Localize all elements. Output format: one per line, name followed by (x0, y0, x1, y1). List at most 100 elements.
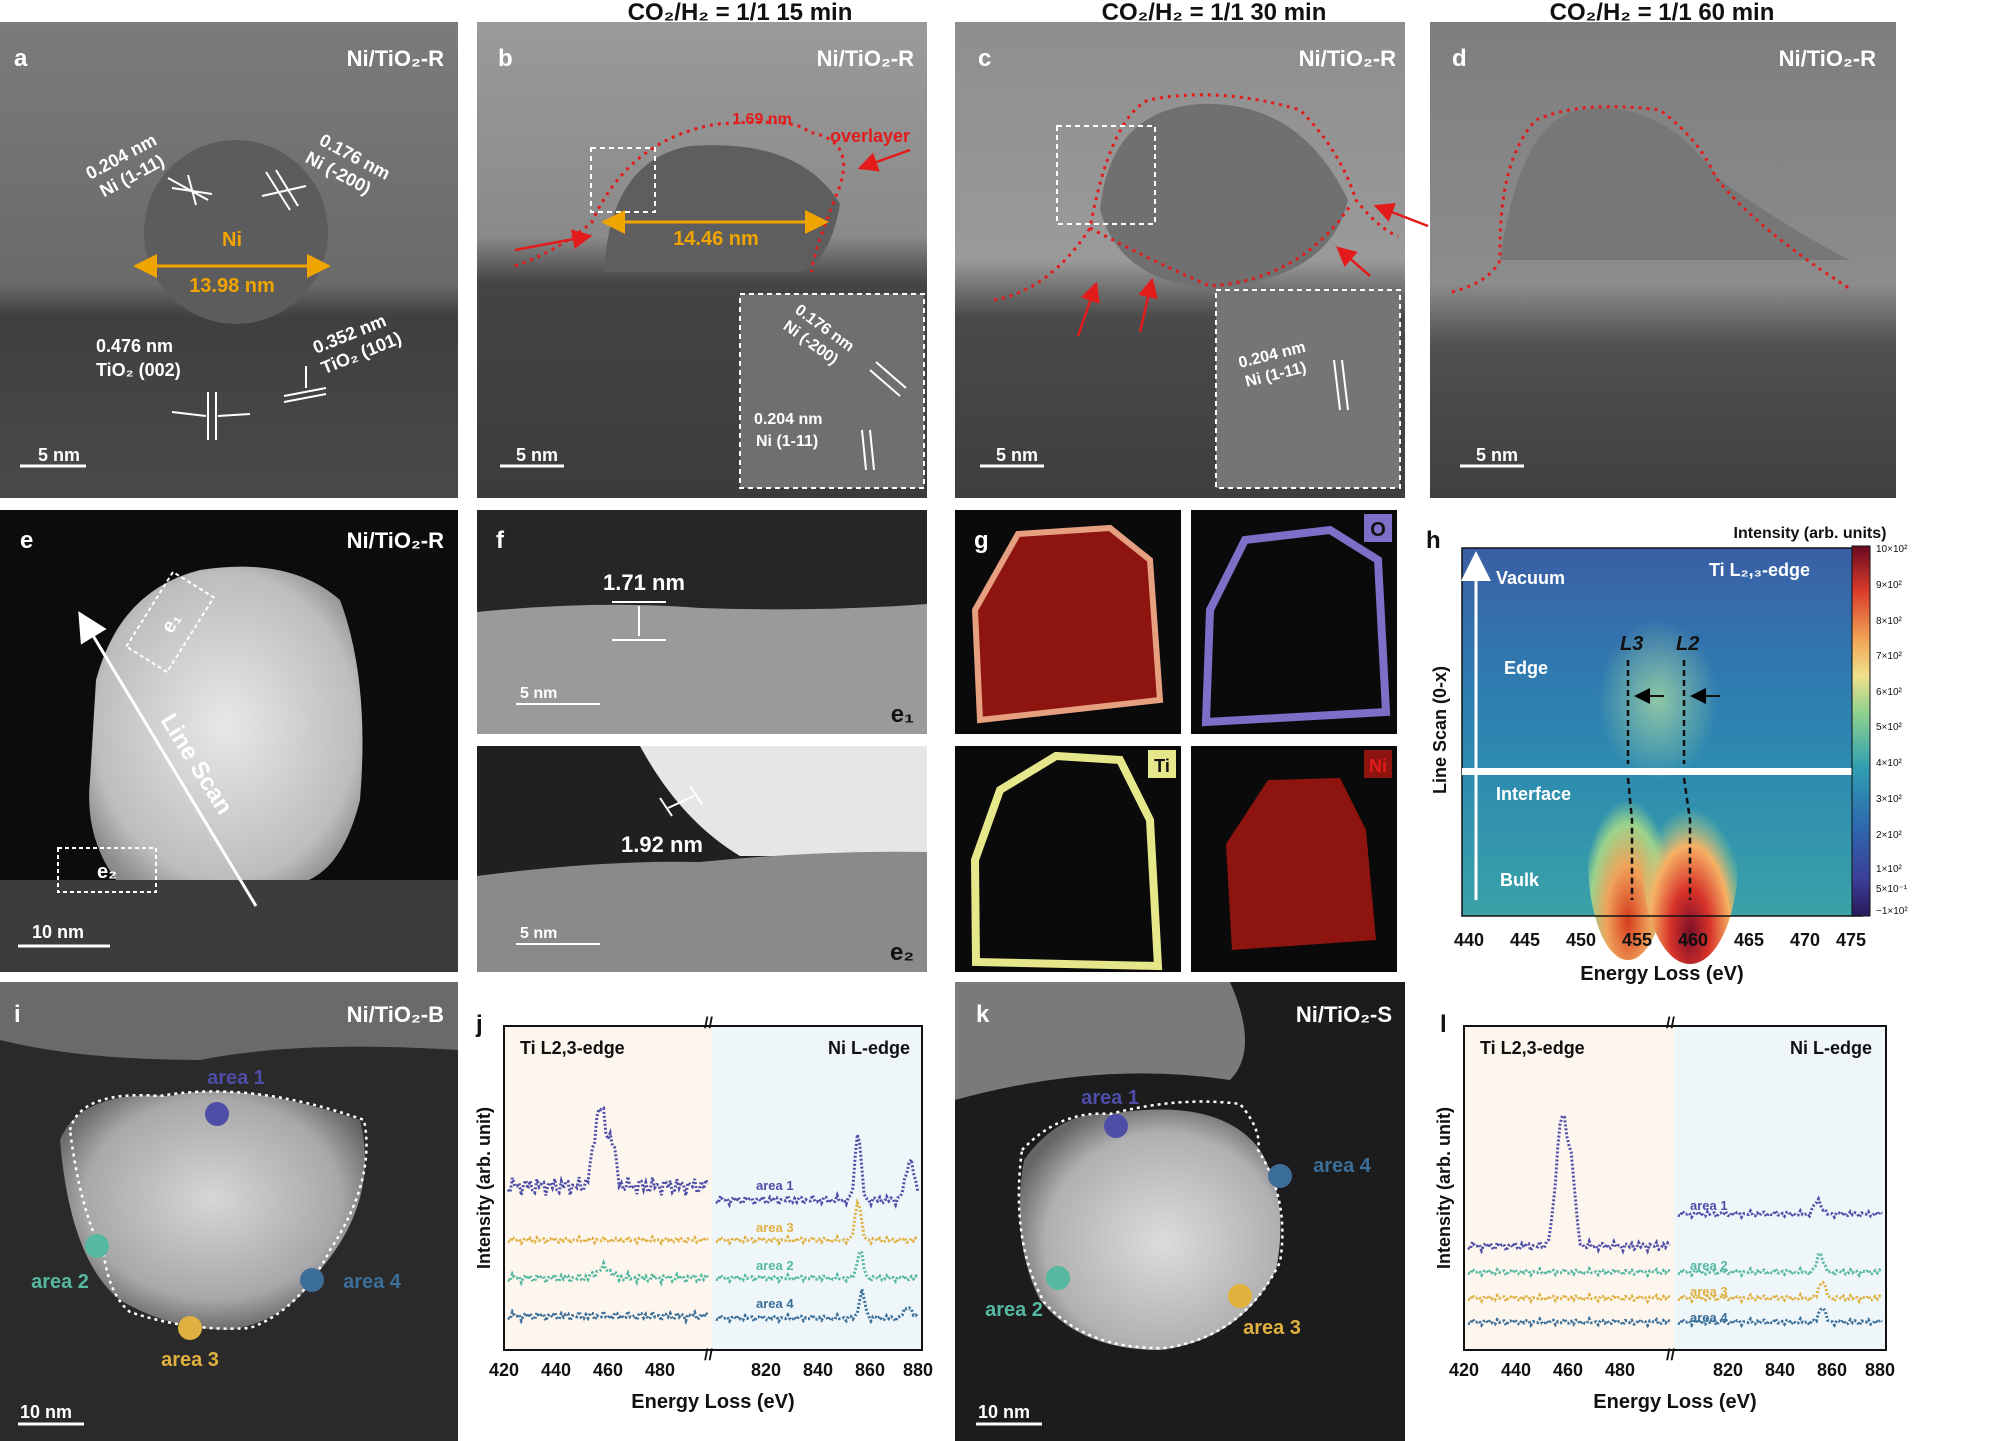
l-trace-area3-right (1677, 1280, 1883, 1305)
area4-label-k: area 4 (1313, 1155, 1372, 1177)
l3-label: L3 (1620, 633, 1643, 655)
cbar-tick-6: 4×10² (1876, 758, 1903, 769)
j-xlabel: Energy Loss (eV) (631, 1391, 794, 1413)
j-ylabel: Intensity (arb. unit) (474, 1107, 494, 1269)
area4-label-i: area 4 (343, 1271, 402, 1293)
j-xtick-420: 420 (489, 1360, 519, 1380)
cbar-tick-2: 8×10² (1876, 616, 1903, 627)
panel-letter-e: e (20, 527, 33, 554)
j-left-title: Ti L2,3-edge (520, 1038, 625, 1058)
l-trace-label-3: area 3 (1690, 1284, 1728, 1299)
panel-k: k Ni/TiO₂-S area 1 area 2 area 3 area 4 … (955, 982, 1405, 1441)
l-xticks: 420 440 460 480 820 840 860 880 (1449, 1360, 1895, 1380)
cbar-tick-8: 2×10² (1876, 830, 1903, 841)
inset-fringe-b1 (869, 361, 907, 397)
fringe-marker-a4 (283, 366, 327, 403)
panel-f: f 1.71 nm 5 nm e₁ 1.92 nm 5 nm e₂ (477, 510, 927, 972)
l-trace-area1-right (1677, 1195, 1883, 1221)
area2-dot-k (1046, 1266, 1070, 1290)
j-trace-area2-right (715, 1249, 919, 1285)
panel-f-bottom-particle (640, 746, 927, 856)
h-xtick-455: 455 (1622, 930, 1652, 950)
h-xlabel: Energy Loss (eV) (1580, 963, 1743, 985)
l-xtick-840: 840 (1765, 1360, 1795, 1380)
j-trace-label-4: area 4 (756, 1296, 794, 1311)
scale-label-b: 5 nm (516, 445, 558, 465)
inset-fringe-c (1333, 359, 1349, 411)
sample-label-b: Ni/TiO₂-R (817, 46, 914, 71)
overlayer-outline-b (514, 120, 846, 273)
ni-particle-b (604, 145, 840, 272)
sample-label-k: Ni/TiO₂-S (1296, 1002, 1392, 1027)
cbar-tick-0: 10×10² (1876, 544, 1908, 555)
l-left-title: Ti L2,3-edge (1480, 1038, 1585, 1058)
area1-dot-i (205, 1102, 229, 1126)
h-ylabel: Line Scan (0-x) (1430, 666, 1450, 794)
j-xtick-440: 440 (541, 1360, 571, 1380)
j-axis-break-mark: // (704, 1015, 713, 1032)
area2-label-k: area 2 (985, 1299, 1043, 1321)
area4-dot-k (1268, 1164, 1292, 1188)
panel-letter-c: c (978, 45, 991, 72)
panel-e: e Ni/TiO₂-R Line Scan e₁ e₂ 10 nm (0, 510, 458, 972)
tag-f-top: e₁ (891, 701, 914, 728)
sample-label-c: Ni/TiO₂-R (1299, 46, 1396, 71)
column-title-15min: CO₂/H₂ = 1/1 15 min (628, 0, 853, 26)
overlayer-arrow-c4 (1336, 246, 1371, 277)
ni-particle-e (89, 566, 363, 885)
inset-c (1215, 289, 1401, 489)
ni-particle-c (1100, 103, 1348, 288)
sample-label-d: Ni/TiO₂-R (1779, 46, 1876, 71)
h-xtick-465: 465 (1734, 930, 1764, 950)
l-trace-area2-left (1467, 1265, 1671, 1279)
l-xtick-460: 460 (1553, 1360, 1583, 1380)
area2-label-i: area 2 (31, 1271, 89, 1293)
j-trace-area3-left (507, 1233, 709, 1247)
inset-d-b2: 0.204 nm (754, 411, 822, 428)
j-xticks: 420 440 460 480 820 840 860 880 (489, 1360, 933, 1380)
h-xtick-470: 470 (1790, 930, 1820, 950)
map-o-badge (1364, 514, 1392, 542)
particle-d (1500, 108, 1850, 260)
tag-f-bottom: e₂ (890, 939, 914, 966)
heatmap-edge-glow (1598, 620, 1718, 780)
j-trace-area4-left (507, 1306, 710, 1325)
j-trace-area1-left (506, 1105, 710, 1196)
l-frame (1463, 1025, 1887, 1351)
panel-letter-a: a (14, 45, 28, 72)
j-trace-area4-right (715, 1288, 920, 1325)
scale-label-c: 5 nm (996, 445, 1038, 465)
ni-particle-i (60, 1091, 365, 1330)
heatmap-edge-label: Ti L₂,₃-edge (1709, 560, 1810, 580)
panel-i-upper (0, 982, 458, 1060)
area4-dot-i (300, 1268, 324, 1292)
j-trace-label-2: area 3 (756, 1220, 794, 1235)
fringe-marker-a1 (167, 174, 213, 206)
region-bulk: Bulk (1500, 870, 1540, 890)
panel-b: b Ni/TiO₂-R 1.69 nm overlayer 14.46 nm 0… (477, 22, 927, 498)
j-xtick-820: 820 (751, 1360, 781, 1380)
j-trace-area1-right (715, 1134, 920, 1209)
panel-c: c Ni/TiO₂-R 0.204 nm Ni (1-11) 5 nm (955, 22, 1429, 498)
j-trace-label-1: area 1 (756, 1178, 794, 1193)
map-ti-outline (970, 751, 1163, 971)
cbar-tick-1: 9×10² (1876, 580, 1903, 591)
scale-label-a: 5 nm (38, 445, 80, 465)
scale-label-f-top: 5 nm (520, 685, 557, 702)
l-trace-area3-left (1467, 1291, 1671, 1305)
panel-j: j Ti L2,3-edge Ni L-edge // // area 1 are… (474, 1011, 933, 1413)
overlayer-arrow-2 (514, 229, 593, 252)
scale-label-f-bottom: 5 nm (520, 925, 557, 942)
l-right-title: Ni L-edge (1790, 1038, 1872, 1058)
l-xlabel: Energy Loss (eV) (1593, 1391, 1756, 1413)
l-trace-area4-left (1467, 1315, 1671, 1329)
heatmap-xticks: 440 445 450 455 460 465 470 475 (1454, 930, 1866, 950)
overlayer-arrow-1 (857, 148, 911, 172)
scale-label-i: 10 nm (20, 1402, 72, 1422)
map-ni-label: Ni (1369, 756, 1387, 776)
sample-label-i: Ni/TiO₂-B (347, 1002, 444, 1027)
scale-label-d: 5 nm (1476, 445, 1518, 465)
l-trace-area2-right (1677, 1251, 1883, 1279)
column-title-60min: CO₂/H₂ = 1/1 60 min (1550, 0, 1775, 26)
support-e (0, 880, 458, 972)
